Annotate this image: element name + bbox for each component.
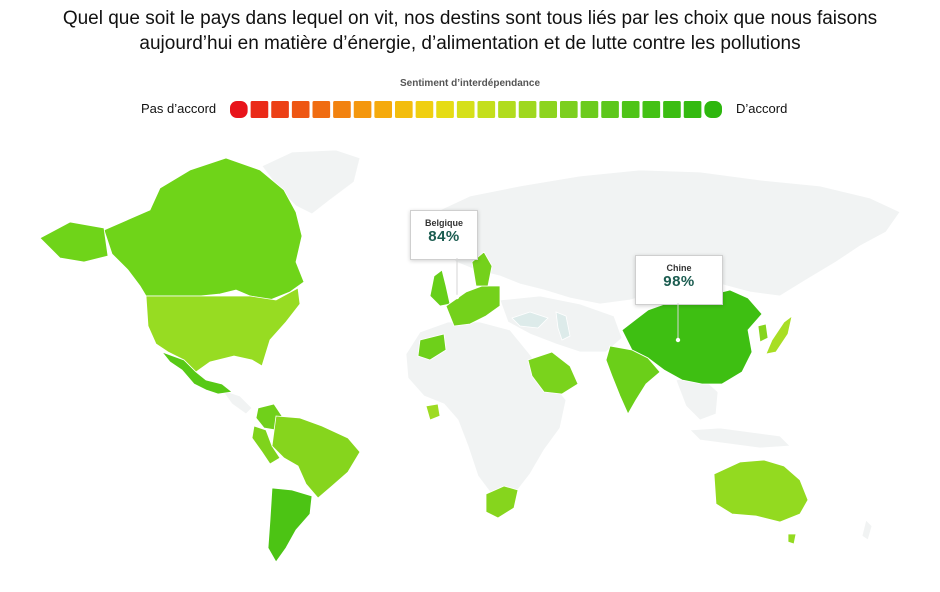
legend-step	[291, 101, 310, 118]
title-line-2: aujourd’hui en matière d’énergie, d’alim…	[139, 33, 801, 54]
chart-title: Quel que soit le pays dans lequel on vit…	[0, 6, 940, 56]
callout-china: Chine 98%	[635, 255, 723, 305]
legend-step	[456, 101, 475, 118]
legend-step	[518, 101, 537, 118]
country-new-zealand	[861, 519, 873, 541]
region-eurasia-no-data	[439, 169, 901, 305]
country-spain	[417, 333, 447, 361]
seas	[511, 311, 571, 341]
callout-belgium-country: Belgique	[424, 218, 463, 228]
legend-step	[353, 101, 372, 118]
country-japan	[765, 315, 793, 355]
legend-right-label: D’accord	[736, 101, 788, 116]
region-central-america-no-data	[220, 389, 253, 415]
legend-step	[436, 101, 454, 118]
country-shapes	[39, 157, 873, 563]
callout-belgium-value: 84%	[428, 228, 460, 245]
country-peru	[251, 425, 281, 465]
legend-step	[704, 101, 722, 118]
legend-step	[230, 101, 248, 118]
color-scale-legend	[230, 101, 722, 118]
country-europe-block	[445, 285, 501, 327]
region-indonesia-no-data	[689, 427, 791, 449]
legend-step	[621, 101, 640, 118]
world-map	[39, 149, 901, 563]
legend-step	[271, 101, 289, 118]
legend-step	[601, 101, 619, 118]
country-tasmania	[787, 533, 797, 545]
callout-belgium: Belgique 84%	[410, 210, 478, 260]
legend-step	[374, 101, 393, 118]
country-alaska	[39, 221, 109, 263]
legend-step	[539, 101, 558, 118]
legend-step	[663, 101, 681, 118]
callout-china-country: Chine	[666, 263, 692, 273]
legend-step	[498, 101, 516, 118]
country-saudi-arabia	[527, 351, 579, 395]
legend-step	[415, 101, 434, 118]
country-nigeria	[425, 403, 441, 421]
legend-step	[642, 101, 661, 118]
legend-step	[683, 101, 702, 118]
country-sweden-norway	[471, 251, 493, 287]
callout-china-value: 98%	[663, 273, 695, 290]
legend-step	[312, 101, 331, 118]
legend-left-label: Pas d’accord	[141, 101, 217, 116]
legend-step	[250, 101, 269, 118]
legend-step	[477, 101, 496, 118]
country-argentina	[267, 487, 313, 563]
legend-title: Sentiment d’interdépendance	[399, 78, 541, 89]
black-sea	[511, 311, 549, 329]
country-mexico	[160, 351, 233, 395]
legend-step	[580, 101, 599, 118]
no-data-land	[220, 149, 901, 501]
country-brazil	[271, 415, 361, 499]
title-line-1: Quel que soit le pays dans lequel on vit…	[62, 8, 878, 29]
region-africa-no-data	[405, 321, 567, 501]
country-india	[605, 345, 661, 415]
country-australia	[713, 459, 809, 523]
legend-step	[333, 101, 351, 118]
caspian-sea	[555, 311, 571, 341]
legend-step	[560, 101, 578, 118]
legend-step	[395, 101, 413, 118]
country-south-africa	[485, 485, 519, 519]
country-usa	[145, 287, 301, 373]
country-korea	[757, 323, 769, 343]
